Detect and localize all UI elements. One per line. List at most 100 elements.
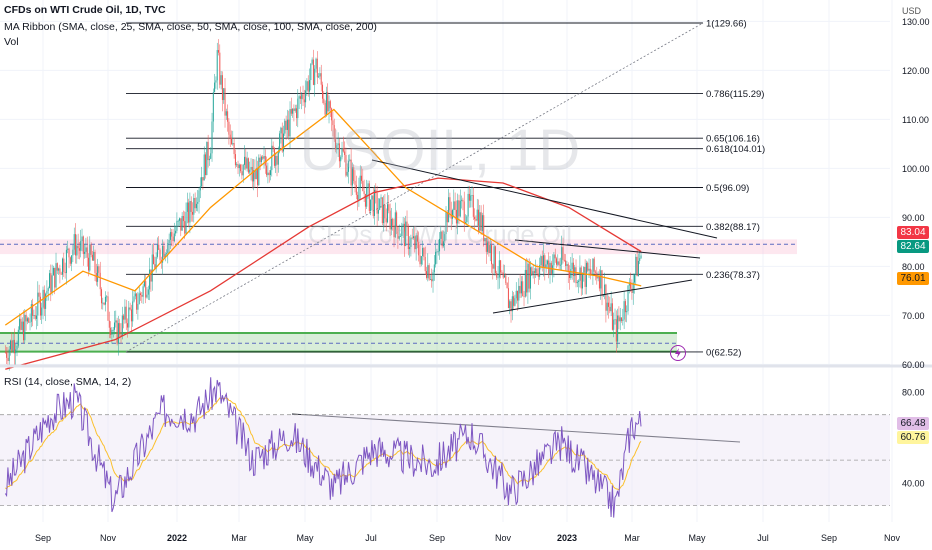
candle-body [280,127,282,134]
candle-body [329,101,331,109]
candle-body [396,212,398,227]
ma-ribbon-legend[interactable]: MA Ribbon (SMA, close, 25, SMA, close, 5… [4,21,377,33]
candle-body [283,133,285,152]
candle-body [30,304,32,322]
price-tick-label: 60.00 [902,360,925,370]
candle-body [101,289,103,304]
candle-body [454,201,456,210]
candle-body [259,157,261,162]
candle-body [389,210,391,230]
candle-body [364,193,366,207]
candle-body [436,251,438,253]
candle-body [632,282,634,293]
lightning-event-icon[interactable] [670,345,686,361]
candle-body [361,175,363,181]
candle-body [532,271,534,276]
candle-body [387,204,389,223]
candle-body [63,258,65,272]
rsi-legend[interactable]: RSI (14, close, SMA, 14, 2) [4,376,132,388]
candle-body [497,277,499,279]
candle-body [80,241,82,251]
candle-body [481,215,483,231]
volume-legend[interactable]: Vol [4,36,19,48]
candle-body [219,52,221,85]
candle-body [69,257,71,264]
candle-body [478,209,480,231]
candle-body [472,195,474,217]
candle-body [489,245,491,254]
candle-body [337,143,339,146]
candle-body [427,265,429,278]
candle-body [288,119,290,137]
candle-body [293,108,295,111]
fib-retracement[interactable]: 1(129.66) 0.786(115.29) 0.65(106.16)0.618(… [125,19,765,359]
candle-body [531,267,533,276]
candle-body [60,273,62,275]
time-label: Mar [624,533,640,543]
candle-body [368,183,370,212]
candle-body [302,94,304,100]
candle-body [290,109,292,114]
candle-body [16,345,18,350]
time-label: Sep [821,533,837,543]
candle-body [514,298,516,306]
candle-body [398,236,400,239]
rsi-tick-label: 40.00 [902,478,925,488]
candle-body [47,288,49,291]
candle-body [639,258,641,261]
price-tick-label: 100.00 [902,164,930,174]
candle-body [292,108,294,114]
price-axis[interactable]: 130.00 120.00 110.00 100.00 90.00 80.00 70.00 6… [902,17,930,488]
candle-body [640,255,642,259]
price-tag-sma50: 76.01 [897,272,929,285]
candle-body [21,321,23,330]
candle-body [442,241,444,247]
candle-body [117,323,119,344]
candle-body [62,258,64,275]
candle-body [189,201,191,223]
candle-body [519,285,521,294]
candle-body [527,263,529,293]
candle-body [614,319,616,321]
candle-body [6,352,8,358]
candle-body [59,268,61,274]
candle-body [401,226,403,237]
candle-body [154,264,156,270]
support-zone-band [0,332,677,353]
candle-body [618,315,620,322]
candle-body [416,235,418,242]
candle-body [517,290,519,301]
candle-body [112,329,114,331]
candle-body [13,339,15,354]
candle-body [86,247,88,258]
candle-body [88,257,90,271]
candle-body [483,215,485,242]
candle-body [111,329,113,335]
candle-body [82,236,84,254]
candle-body [7,357,9,362]
candle-body [501,272,503,274]
candle-body [127,323,129,328]
fib-label: 0(62.52) [706,347,741,358]
candle-body [584,266,586,287]
candle-body [344,151,346,155]
candle-body [184,221,186,234]
candle-body [510,301,512,312]
candle-body [32,304,34,316]
candle-body [318,76,320,78]
candle-body [606,302,608,311]
candle-body [180,218,182,231]
candle-body [301,94,303,99]
candle-body [240,164,242,172]
candle-body [210,153,212,159]
candle-body [355,184,357,195]
candle-body [341,148,343,158]
candle-body [212,92,214,122]
candle-body [192,211,194,215]
candle-body [241,171,243,176]
candle-body [306,81,308,91]
symbol-title[interactable]: CFDs on WTI Crude Oil, 1D, TVC [4,4,166,16]
candle-body [540,256,542,266]
time-axis[interactable]: Sep Nov 2022 Mar May Jul Sep Nov 2023 Mar May Jul Se… [35,533,901,543]
